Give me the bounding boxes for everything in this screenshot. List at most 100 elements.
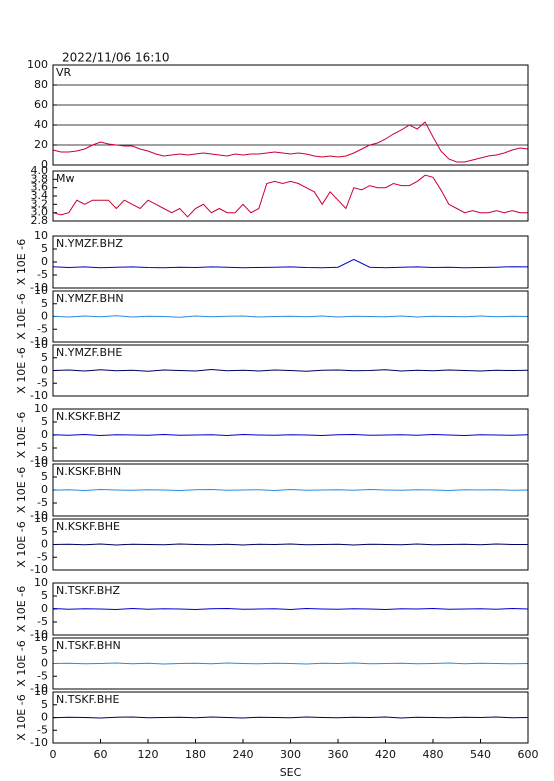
y-tick-label: 0 (41, 310, 48, 323)
y-tick-label: 0 (41, 602, 48, 615)
y-tick-label: 0 (41, 428, 48, 441)
y-tick-label: 0 (41, 483, 48, 496)
panel-label: N.YMZF.BHN (56, 292, 124, 305)
panel-label: N.TSKF.BHN (56, 639, 121, 652)
y-tick-label: 0 (41, 158, 48, 171)
plot-frame (52, 235, 529, 289)
y-tick-label: -5 (37, 268, 48, 281)
plot-frame (52, 408, 529, 462)
y-tick-label: 3.0 (31, 206, 49, 219)
x-tick-label: 420 (375, 748, 396, 761)
y-axis-label: X 10E -6 (15, 467, 28, 513)
y-tick-label: 5 (41, 525, 48, 538)
panel-label: N.YMZF.BHZ (56, 237, 123, 250)
y-tick-label: 0 (41, 657, 48, 670)
y-tick-label: 10 (34, 338, 48, 351)
y-tick-label: 10 (34, 685, 48, 698)
x-tick-label: 60 (94, 748, 108, 761)
y-axis-label: X 10E -6 (15, 521, 28, 567)
data-line (52, 488, 529, 492)
y-axis-label: X 10E -6 (15, 347, 28, 393)
data-line (52, 433, 529, 437)
y-axis-label: X 10E -6 (15, 412, 28, 458)
data-line (52, 368, 529, 372)
y-tick-label: 10 (34, 457, 48, 470)
plot-frame (52, 582, 529, 636)
y-tick-label: -10 (30, 682, 48, 695)
y-tick-label: -5 (37, 550, 48, 563)
data-line (52, 258, 529, 269)
y-tick-label: 5 (41, 242, 48, 255)
y-tick-label: -5 (37, 322, 48, 335)
y-tick-label: 10 (34, 576, 48, 589)
data-line (52, 543, 528, 546)
plot-frame (52, 290, 529, 343)
y-tick-label: -5 (37, 496, 48, 509)
y-tick-label: 10 (34, 402, 48, 415)
panel-label: Mw (56, 172, 75, 185)
x-tick-label: 300 (280, 748, 301, 761)
y-tick-label: -5 (37, 441, 48, 454)
data-line (52, 174, 528, 218)
y-tick-label: -5 (37, 669, 48, 682)
y-tick-label: 0 (41, 255, 48, 268)
x-tick-label: 120 (138, 748, 159, 761)
y-axis-label: X 10E -6 (15, 293, 28, 339)
y-tick-label: 4.0 (31, 164, 49, 177)
y-tick-label: 0 (41, 711, 48, 724)
plot-frame (52, 637, 529, 690)
y-tick-label: 60 (34, 98, 48, 111)
panel-label: N.KSKF.BHZ (56, 410, 121, 423)
plot-frame (52, 463, 529, 517)
x-tick-label: 540 (470, 748, 491, 761)
y-tick-label: -10 (30, 281, 48, 294)
y-tick-label: 3.6 (31, 181, 49, 194)
y-tick-label: -10 (30, 628, 48, 641)
plot-frame (52, 518, 529, 571)
y-axis-label: X 10E -6 (15, 586, 28, 632)
y-axis-label: X 10E -6 (15, 640, 28, 686)
y-tick-label: 20 (34, 138, 48, 151)
y-tick-label: 10 (34, 229, 48, 242)
y-tick-label: 5 (41, 470, 48, 483)
panel-label: VR (56, 66, 72, 79)
y-tick-label: -10 (30, 563, 48, 576)
y-tick-label: -10 (30, 335, 48, 348)
x-tick-label: 480 (423, 748, 444, 761)
plot-frame (52, 344, 529, 397)
y-tick-label: 3.8 (31, 172, 49, 185)
x-tick-label: 600 (518, 748, 539, 761)
data-line (52, 315, 529, 318)
y-tick-label: 80 (34, 78, 48, 91)
x-tick-label: 0 (50, 748, 57, 761)
x-axis-label: SEC (280, 766, 302, 779)
y-tick-label: -10 (30, 454, 48, 467)
y-tick-label: 100 (27, 58, 48, 71)
y-tick-label: 5 (41, 415, 48, 428)
plot-frame (52, 64, 529, 166)
y-axis-label: X 10E -6 (15, 694, 28, 740)
plot-frame (52, 170, 529, 222)
x-tick-label: 360 (328, 748, 349, 761)
panel-label: N.KSKF.BHE (56, 520, 120, 533)
data-line (52, 662, 529, 665)
x-tick-label: 180 (185, 748, 206, 761)
y-tick-label: 5 (41, 351, 48, 364)
y-tick-label: 10 (34, 512, 48, 525)
panel-label: N.TSKF.BHZ (56, 584, 121, 597)
y-tick-label: 10 (34, 631, 48, 644)
y-tick-label: 3.4 (31, 189, 49, 202)
y-tick-label: 3.2 (31, 197, 49, 210)
y-tick-label: 0 (41, 364, 48, 377)
y-tick-label: 5 (41, 698, 48, 711)
panel-label: N.YMZF.BHE (56, 346, 122, 359)
y-tick-label: 5 (41, 589, 48, 602)
x-tick-label: 240 (233, 748, 254, 761)
y-tick-label: -10 (30, 736, 48, 749)
y-tick-label: 0 (41, 538, 48, 551)
y-tick-label: -5 (37, 723, 48, 736)
data-line (52, 121, 529, 163)
y-tick-label: 5 (41, 297, 48, 310)
y-tick-label: 40 (34, 118, 48, 131)
